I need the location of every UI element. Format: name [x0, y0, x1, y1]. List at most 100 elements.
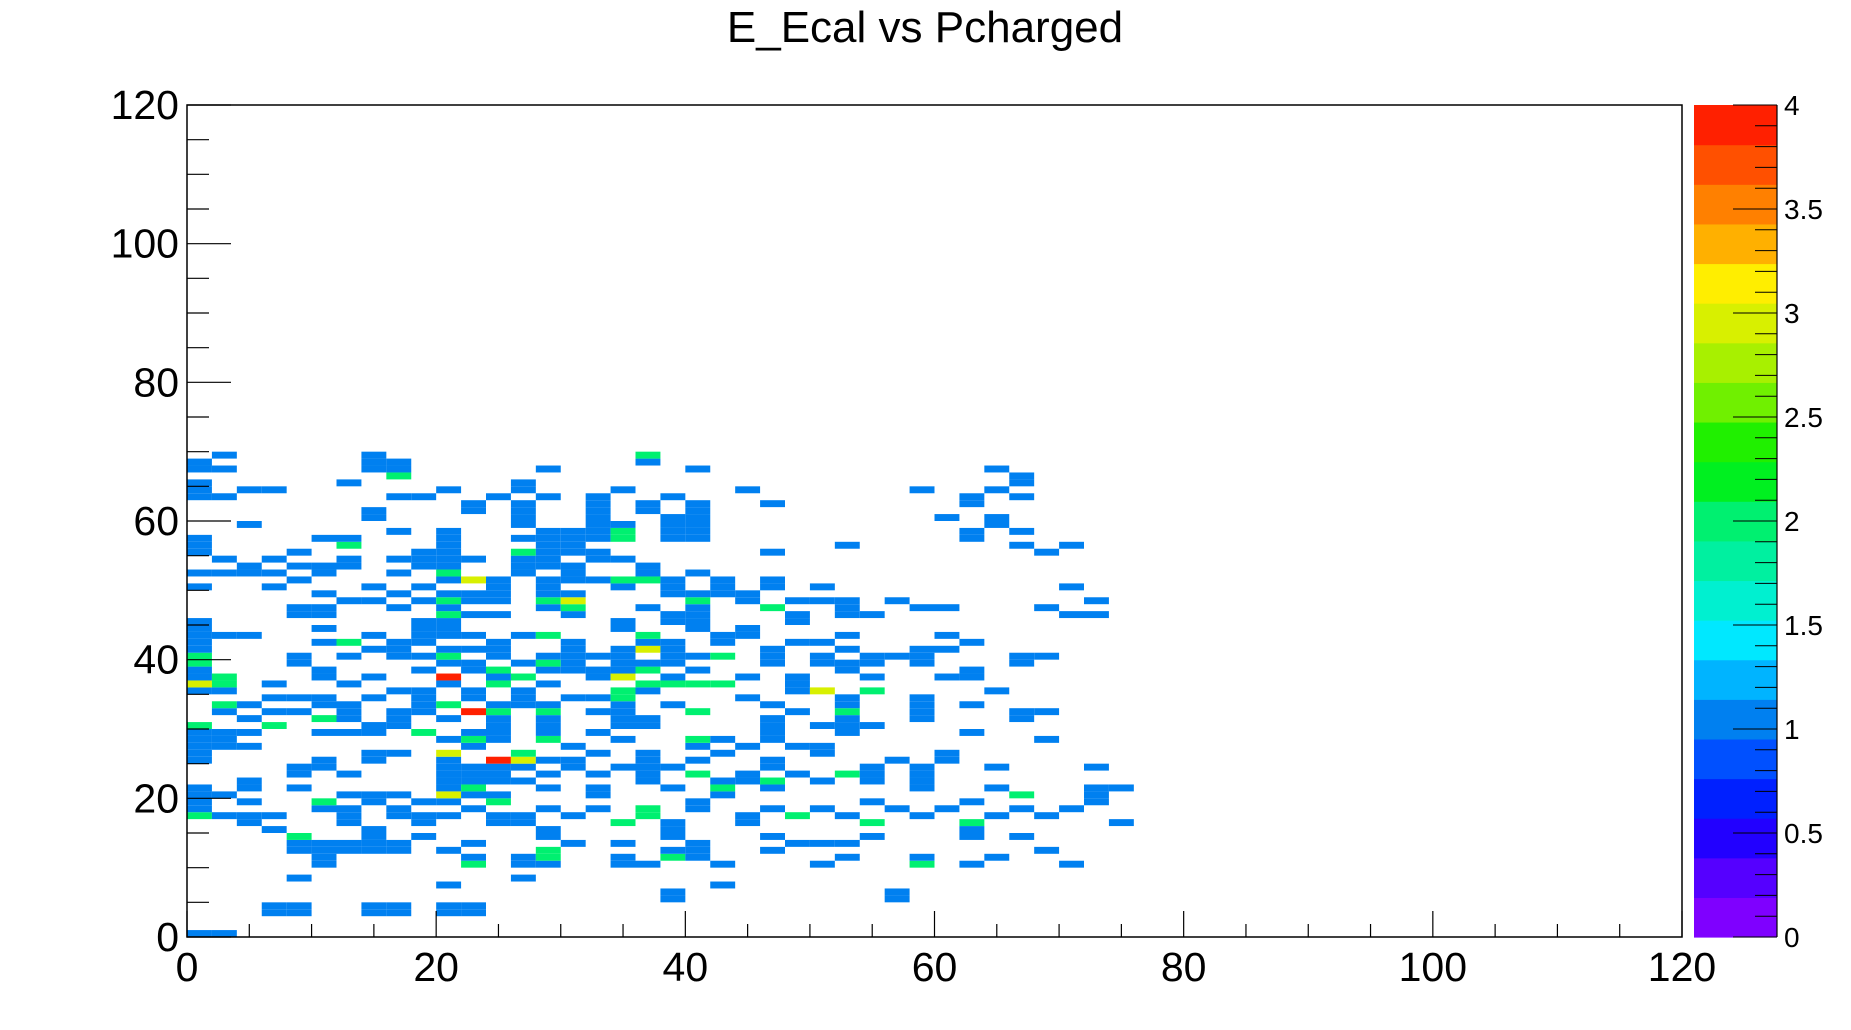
heatmap-bin	[685, 611, 711, 619]
heatmap-bin	[211, 451, 237, 459]
heatmap-bin	[461, 611, 486, 619]
heatmap-bin	[187, 798, 212, 806]
heatmap-bin	[187, 652, 212, 660]
heatmap-bin	[685, 853, 711, 861]
heatmap-bin	[336, 770, 362, 778]
heatmap-bin	[535, 680, 561, 688]
colorbar-segment	[1694, 461, 1777, 502]
heatmap-bin	[585, 507, 611, 515]
heatmap-bin	[710, 784, 736, 792]
heatmap-bin	[685, 500, 711, 508]
x-tick-label: 40	[663, 944, 709, 990]
colorbar-tick-label: 0	[1784, 922, 1800, 953]
heatmap-bin	[585, 548, 611, 556]
heatmap-bin	[884, 652, 910, 660]
colorbar-segment	[1694, 342, 1777, 383]
heatmap-bin	[436, 590, 462, 598]
heatmap-bin	[486, 666, 511, 674]
heatmap-bin	[1034, 812, 1060, 820]
heatmap-bin	[386, 604, 412, 612]
heatmap-bin	[785, 687, 810, 695]
heatmap-bin	[1009, 791, 1035, 799]
heatmap-bin	[834, 770, 860, 778]
heatmap-bin	[535, 548, 561, 556]
heatmap-bin	[535, 583, 561, 591]
heatmap-bin	[635, 687, 661, 695]
heatmap-bin	[834, 659, 860, 667]
heatmap-bin	[1009, 479, 1035, 487]
heatmap-bin	[685, 521, 711, 528]
heatmap-bin	[585, 514, 611, 521]
heatmap-bin	[261, 902, 287, 910]
colorbar-segment	[1694, 223, 1777, 265]
colorbar-segment	[1694, 857, 1777, 898]
heatmap-bin	[585, 673, 611, 681]
heatmap-bin	[336, 805, 362, 813]
heatmap-bin	[635, 638, 661, 646]
heatmap-bin	[685, 735, 711, 743]
heatmap-bin	[211, 673, 237, 681]
heatmap-bin	[461, 777, 486, 785]
colorbar-tick-label: 3	[1784, 298, 1800, 329]
heatmap-bin	[236, 742, 262, 750]
heatmap-bin	[386, 909, 412, 917]
heatmap-bin	[884, 895, 910, 903]
heatmap-bin	[436, 777, 462, 785]
heatmap-bin	[909, 715, 935, 723]
heatmap-bin	[934, 604, 960, 612]
heatmap-bin	[610, 853, 636, 861]
heatmap-bin	[261, 555, 287, 563]
colorbar-segment	[1694, 897, 1777, 938]
heatmap-bin	[834, 666, 860, 674]
heatmap-bin	[436, 770, 462, 778]
heatmap-bin	[436, 652, 462, 660]
heatmap-bin	[760, 645, 785, 653]
heatmap-bin	[909, 645, 935, 653]
heatmap-bin	[984, 687, 1010, 695]
heatmap-bin	[535, 541, 561, 549]
heatmap-bin	[834, 604, 860, 612]
heatmap-bin	[336, 534, 362, 542]
colorbar-tick-label: 1.5	[1784, 610, 1823, 641]
heatmap-bin	[286, 839, 312, 847]
heatmap-bin	[984, 812, 1010, 820]
heatmap-bin	[660, 534, 686, 542]
heatmap-bin	[635, 569, 661, 577]
heatmap-bin	[486, 777, 511, 785]
heatmap-bin	[909, 659, 935, 667]
heatmap-bin	[859, 770, 885, 778]
heatmap-bin	[959, 500, 985, 508]
heatmap-bin	[660, 659, 686, 667]
heatmap-bin	[710, 791, 736, 799]
heatmap-bin	[311, 763, 337, 771]
heatmap-bin	[959, 819, 985, 827]
heatmap-bin	[660, 826, 686, 833]
heatmap-bin	[560, 590, 586, 598]
heatmap-bin	[535, 527, 561, 535]
heatmap-bin	[909, 604, 935, 612]
heatmap-bin	[834, 694, 860, 702]
heatmap-bin	[685, 507, 711, 515]
heatmap-bin	[585, 555, 611, 563]
heatmap-bin	[361, 756, 387, 764]
heatmap-bin	[535, 666, 561, 674]
heatmap-bin	[286, 784, 312, 792]
heatmap-bin	[610, 694, 636, 702]
heatmap-bin	[834, 729, 860, 736]
heatmap-bin	[361, 826, 387, 833]
heatmap-bin	[560, 576, 586, 584]
heatmap-bin	[535, 729, 561, 736]
heatmap-bin	[311, 798, 337, 806]
heatmap-bin	[211, 791, 237, 799]
heatmap-bin	[610, 860, 636, 868]
heatmap-bin	[809, 597, 835, 605]
heatmap-bin	[884, 805, 910, 813]
heatmap-bin	[735, 777, 761, 785]
heatmap-bin	[336, 791, 362, 799]
heatmap-bin	[386, 839, 412, 847]
heatmap-bin	[785, 611, 810, 619]
heatmap-bin	[735, 819, 761, 827]
heatmap-bin	[809, 860, 835, 868]
heatmap-bin	[785, 812, 810, 820]
